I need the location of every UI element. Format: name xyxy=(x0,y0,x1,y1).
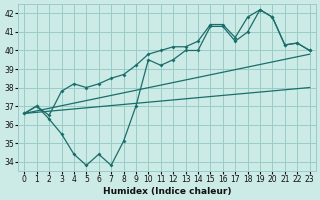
X-axis label: Humidex (Indice chaleur): Humidex (Indice chaleur) xyxy=(103,187,231,196)
